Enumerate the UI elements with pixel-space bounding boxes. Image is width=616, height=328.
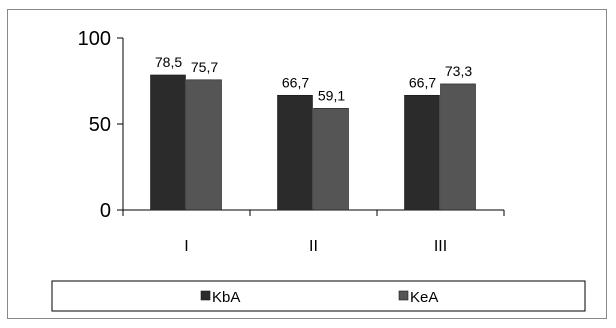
category-label: II xyxy=(309,238,318,255)
legend-label-kea: KeA xyxy=(410,289,438,306)
y-tick-label: 100 xyxy=(78,28,111,50)
category-label: I xyxy=(184,238,188,255)
bar-kba-iii xyxy=(404,94,440,211)
data-label: 73,3 xyxy=(445,63,472,79)
bar-kea-ii xyxy=(313,108,349,211)
bar-kba-ii xyxy=(277,94,313,211)
bar-kea-i xyxy=(186,79,222,211)
data-label: 75,7 xyxy=(191,59,218,75)
bar-kea-iii xyxy=(440,83,476,211)
legend-swatch-kba xyxy=(200,290,211,301)
data-label: 66,7 xyxy=(282,74,309,90)
legend-box xyxy=(51,280,586,312)
legend-swatch-kea xyxy=(398,290,409,301)
data-label: 59,1 xyxy=(318,87,345,103)
data-label: 66,7 xyxy=(409,74,436,90)
category-label: III xyxy=(434,238,447,255)
y-tick-label: 50 xyxy=(89,114,111,136)
y-tick-label: 0 xyxy=(100,200,111,222)
bar-kba-i xyxy=(150,74,186,211)
legend-label-kba: KbA xyxy=(212,289,240,306)
data-label: 78,5 xyxy=(155,54,182,70)
